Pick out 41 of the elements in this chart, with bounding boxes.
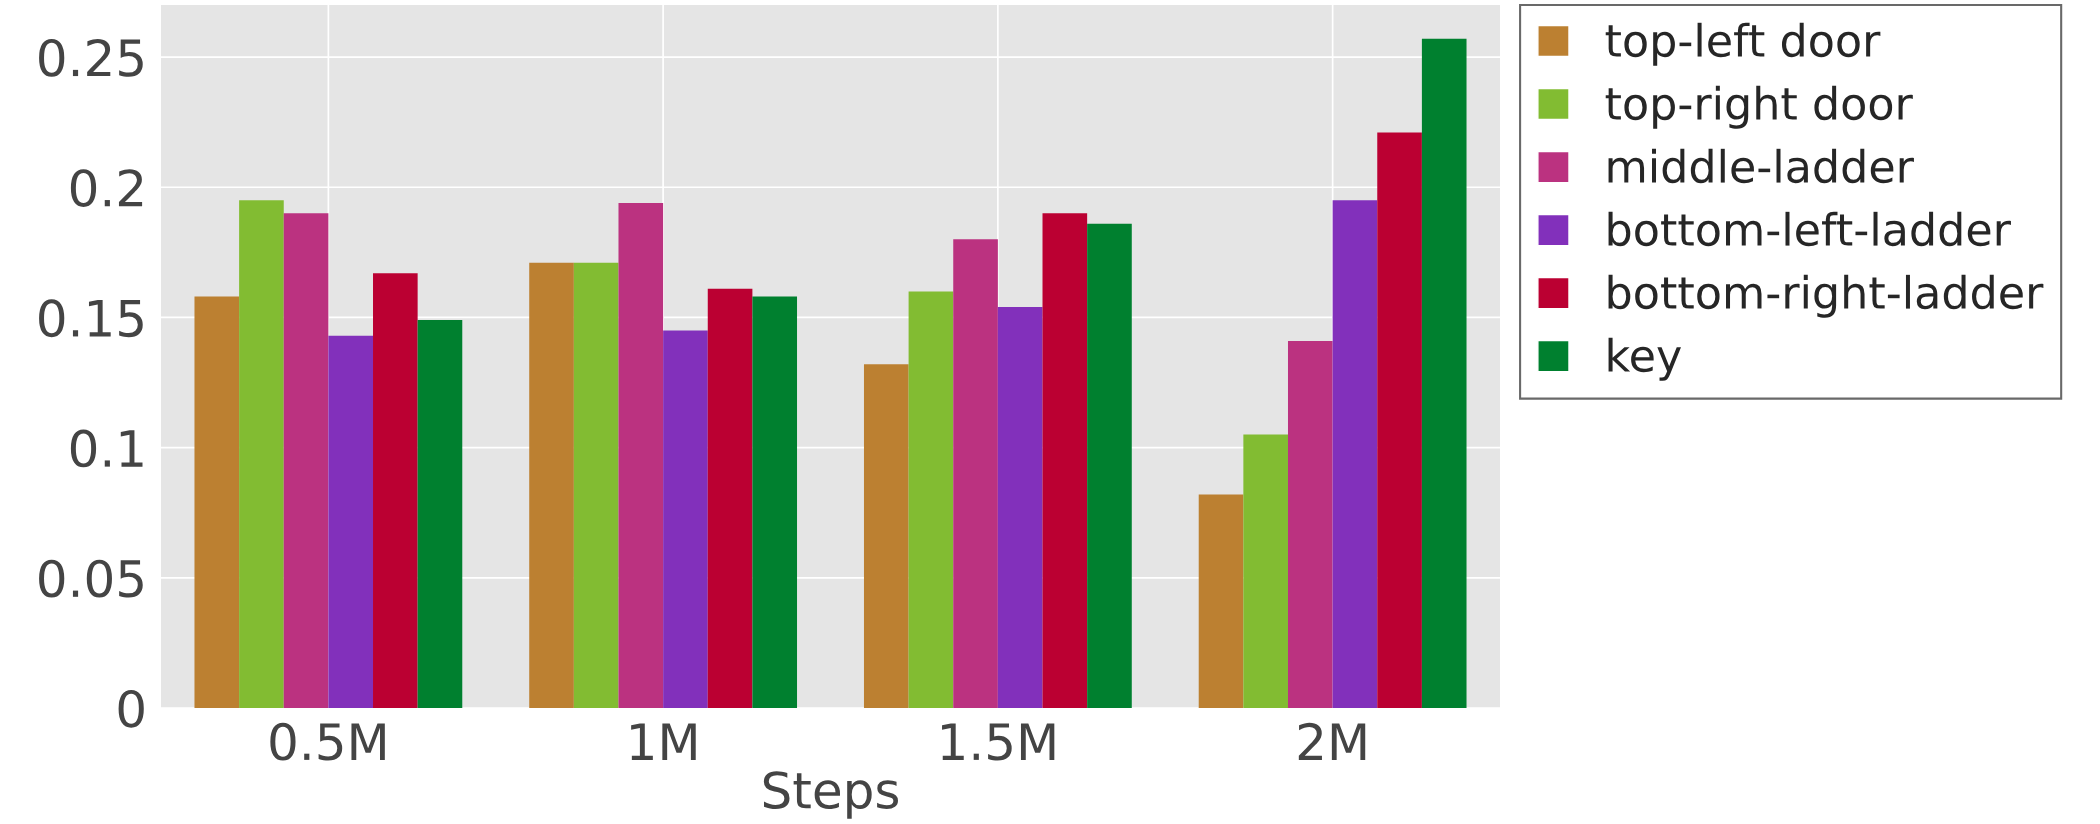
bar	[1332, 200, 1378, 708]
x-tick-label: 0.5M	[270, 722, 385, 761]
y-tick-label: 0	[118, 689, 144, 728]
bar	[997, 307, 1043, 708]
bar	[908, 291, 954, 708]
bar	[1377, 132, 1422, 708]
y-tick-label: 0.05	[39, 559, 143, 598]
bar	[1087, 223, 1132, 708]
x-tick-label: 1M	[631, 723, 696, 760]
bar	[863, 364, 909, 708]
bar	[953, 239, 998, 708]
bar	[618, 202, 664, 708]
bar	[663, 330, 708, 708]
bar	[239, 200, 284, 708]
legend-label: bottom-right-ladder	[1608, 274, 2044, 318]
legend-label: bottom-left-ladder	[1608, 211, 2011, 247]
bar	[1198, 494, 1244, 708]
y-tick-label: 0.1	[70, 429, 143, 468]
bar	[328, 335, 374, 708]
bar	[417, 320, 463, 708]
legend-label: top-right door	[1605, 85, 1913, 129]
bar	[707, 288, 753, 708]
bar	[1287, 340, 1333, 708]
bar	[373, 273, 418, 708]
bar	[1243, 434, 1288, 708]
bar	[194, 296, 240, 708]
legend-label: middle-ladder	[1608, 148, 1914, 184]
legend-label: top-left door	[1605, 22, 1881, 66]
bar	[283, 213, 329, 708]
bar	[529, 262, 574, 708]
legend-label: key	[1608, 337, 1681, 381]
y-tick-label: 0.25	[39, 38, 143, 77]
y-tick-label: 0.2	[70, 169, 143, 207]
y-tick-label: 0.15	[39, 299, 143, 338]
bar	[573, 262, 619, 708]
x-tick-label: 2M	[1298, 722, 1366, 760]
bar	[1042, 213, 1088, 708]
x-tick-label: 1.5M	[942, 723, 1055, 761]
x-axis-title: Steps	[763, 771, 898, 819]
bar	[752, 296, 798, 708]
bar	[1421, 38, 1467, 708]
